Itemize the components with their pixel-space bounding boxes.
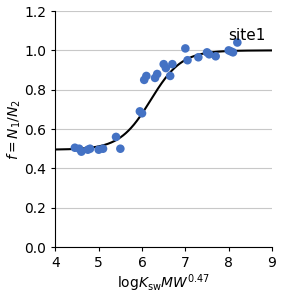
- Point: [118, 146, 123, 151]
- Point: [138, 109, 142, 114]
- Point: [72, 145, 77, 150]
- Point: [207, 52, 212, 57]
- Point: [155, 72, 159, 76]
- Y-axis label: $f = N_1/N_2$: $f = N_1/N_2$: [6, 98, 23, 160]
- Point: [235, 40, 240, 45]
- Point: [79, 149, 84, 154]
- Point: [170, 62, 175, 67]
- Point: [161, 62, 166, 67]
- Point: [164, 66, 168, 70]
- Point: [86, 147, 90, 152]
- Point: [153, 76, 157, 80]
- X-axis label: $\mathrm{log}K_\mathrm{sw}MW^{0.47}$: $\mathrm{log}K_\mathrm{sw}MW^{0.47}$: [117, 273, 210, 294]
- Point: [205, 50, 209, 55]
- Point: [96, 147, 101, 152]
- Point: [88, 146, 92, 151]
- Text: site1: site1: [228, 28, 266, 43]
- Point: [114, 134, 118, 139]
- Point: [77, 146, 81, 151]
- Point: [101, 146, 105, 151]
- Point: [140, 111, 144, 116]
- Point: [213, 54, 218, 59]
- Point: [196, 55, 201, 60]
- Point: [226, 48, 231, 53]
- Point: [168, 74, 173, 78]
- Point: [142, 77, 146, 82]
- Point: [183, 46, 188, 51]
- Point: [229, 49, 233, 54]
- Point: [144, 74, 149, 78]
- Point: [231, 50, 235, 55]
- Point: [185, 58, 190, 63]
